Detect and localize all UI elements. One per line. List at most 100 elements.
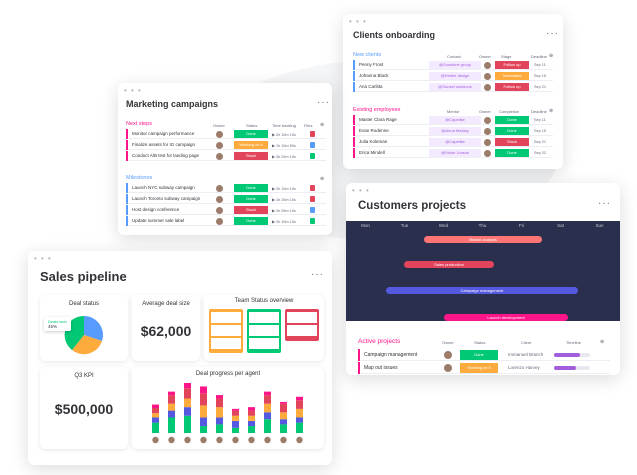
stage-pill[interactable]: Done bbox=[495, 149, 529, 157]
avatar bbox=[484, 72, 491, 80]
more-menu-icon[interactable]: ··· bbox=[546, 28, 559, 39]
bar-segment bbox=[216, 417, 223, 425]
file-icon[interactable] bbox=[310, 185, 315, 191]
day-label: Thu bbox=[478, 223, 487, 228]
add-column-icon[interactable]: ⊕ bbox=[549, 108, 554, 114]
bar-segment bbox=[296, 400, 303, 409]
table-row[interactable]: Evan Rodenne @Anna Maclay Done Sep 15 bbox=[353, 126, 553, 136]
add-column-icon[interactable]: ⊕ bbox=[549, 53, 554, 59]
table-row[interactable]: Update summer sale label Done ▶ 2h 15m 10s bbox=[126, 216, 326, 226]
group-color-bar bbox=[126, 129, 128, 139]
average-deal-widget[interactable]: Average deal size $62,000 bbox=[132, 295, 200, 361]
table-row[interactable]: Julia Koleman @Capelike Stuck Sep 21 bbox=[353, 137, 553, 147]
item-name[interactable]: Johanna Black bbox=[359, 73, 389, 78]
q3-kpi-widget[interactable]: Q3 KPI $500,000 bbox=[40, 367, 128, 449]
table-row[interactable]: Ana Carlitta @Sunset solutions Follow up Se… bbox=[353, 82, 553, 92]
status-pill[interactable]: Working on it bbox=[460, 363, 498, 373]
status-pill[interactable]: Stuck bbox=[234, 206, 268, 214]
play-icon[interactable]: ▶ bbox=[272, 133, 276, 137]
gantt-bar[interactable]: Market analysis bbox=[424, 236, 542, 243]
more-menu-icon[interactable]: ··· bbox=[598, 198, 611, 209]
gantt-bar[interactable]: Launch development bbox=[444, 314, 568, 321]
time-value: 2h 15m 10s bbox=[275, 187, 296, 191]
table-row[interactable]: Launch NYC subway campaign Done ▶ 2h 15m 1… bbox=[126, 183, 326, 193]
file-icon[interactable] bbox=[310, 196, 315, 202]
item-name[interactable]: Ana Carlitta bbox=[359, 84, 383, 89]
table-row[interactable]: Monitor campaign performance Done ▶ 2h 15m… bbox=[126, 129, 326, 139]
table-row[interactable]: Conduct A/B test for landing page Stuck ▶ … bbox=[126, 151, 326, 161]
add-column-icon[interactable]: ⊕ bbox=[320, 176, 325, 182]
contact-tag[interactable]: @Capelike bbox=[429, 138, 481, 146]
play-icon[interactable]: ▶ bbox=[272, 198, 276, 202]
group-color-bar bbox=[353, 126, 355, 136]
time-value: 1h 15m 50s bbox=[275, 144, 296, 148]
status-pill[interactable]: Stuck bbox=[234, 152, 268, 160]
table-row[interactable]: Launch Toronto subway campaign Done ▶ 1h 2… bbox=[126, 194, 326, 204]
play-icon[interactable]: ▶ bbox=[272, 187, 276, 191]
play-icon[interactable]: ▶ bbox=[272, 155, 276, 159]
file-icon[interactable] bbox=[310, 218, 315, 224]
table-row[interactable]: Finalize assets for IG campaign Working o… bbox=[126, 140, 326, 150]
item-name[interactable]: Update summer sale label bbox=[132, 218, 185, 223]
deadline-text: Sep 22 bbox=[534, 151, 547, 155]
team-status-widget[interactable]: Team Status overview bbox=[204, 295, 324, 361]
play-icon[interactable]: ▶ bbox=[272, 209, 276, 213]
status-pill[interactable]: Done bbox=[460, 350, 498, 360]
contact-tag[interactable]: @Sunshine group bbox=[429, 61, 481, 69]
table-row[interactable]: Host design conference Stuck ▶ 2h 05m 10s bbox=[126, 205, 326, 215]
item-name[interactable]: Launch NYC subway campaign bbox=[132, 185, 195, 190]
more-menu-icon[interactable]: ··· bbox=[317, 97, 330, 108]
gantt-bar[interactable]: Sales production bbox=[404, 261, 494, 268]
table-row[interactable]: Johanna Black @Herbie design Scheduled Sep … bbox=[353, 71, 553, 81]
stage-pill[interactable]: Scheduled bbox=[495, 72, 529, 80]
contact-tag[interactable]: @Victor Jurada bbox=[429, 149, 481, 157]
item-name[interactable]: Evan Rodenne bbox=[359, 128, 389, 133]
table-row[interactable]: Erica Mindell @Victor Jurada Done Sep 22 bbox=[353, 148, 553, 158]
stage-pill[interactable]: Done bbox=[495, 127, 529, 135]
add-column-icon[interactable]: ⊕ bbox=[600, 339, 605, 345]
item-name[interactable]: Campaign management bbox=[364, 352, 418, 358]
item-name[interactable]: Penny Frost bbox=[359, 62, 384, 67]
status-pill[interactable]: Done bbox=[234, 217, 268, 225]
play-icon[interactable]: ▶ bbox=[272, 144, 276, 148]
item-name[interactable]: Finalize assets for IG campaign bbox=[132, 142, 196, 147]
stage-pill[interactable]: Follow up bbox=[495, 83, 529, 91]
play-icon[interactable]: ▶ bbox=[272, 220, 276, 224]
file-icon[interactable] bbox=[310, 142, 315, 148]
status-pill[interactable]: Working on it bbox=[234, 141, 268, 149]
table-row[interactable]: Campaign management Done Immanuel Branch bbox=[358, 349, 610, 361]
stage-pill[interactable]: Done bbox=[495, 116, 529, 124]
item-name[interactable]: Launch Toronto subway campaign bbox=[132, 196, 201, 201]
item-name[interactable]: Host design conference bbox=[132, 207, 180, 212]
item-name[interactable]: Conduct A/B test for landing page bbox=[132, 153, 200, 158]
file-icon[interactable] bbox=[310, 131, 315, 137]
bar-segment bbox=[248, 420, 255, 427]
item-name[interactable]: Monitor campaign performance bbox=[132, 131, 195, 136]
add-column-icon[interactable]: ⊕ bbox=[320, 122, 325, 128]
file-icon[interactable] bbox=[310, 153, 315, 159]
contact-tag[interactable]: @Herbie design bbox=[429, 72, 481, 80]
bar-segment bbox=[280, 424, 287, 433]
gantt-bar[interactable]: Campaign management bbox=[386, 287, 578, 294]
stage-pill[interactable]: Follow up bbox=[495, 61, 529, 69]
status-pill[interactable]: Done bbox=[234, 184, 268, 192]
table-row[interactable]: Map out issues Working on it Lorenzo Harve… bbox=[358, 362, 610, 374]
deadline-text: Sep 11 bbox=[534, 63, 546, 67]
item-name[interactable]: Map out issues bbox=[364, 365, 398, 371]
contact-tag[interactable]: @Sunset solutions bbox=[429, 83, 481, 91]
deal-status-widget[interactable]: Deal status Deals won 45% bbox=[40, 295, 128, 361]
more-menu-icon[interactable]: ··· bbox=[311, 269, 324, 280]
status-pill[interactable]: Done bbox=[234, 130, 268, 138]
item-name[interactable]: Julia Koleman bbox=[359, 139, 388, 144]
stage-pill[interactable]: Stuck bbox=[495, 138, 529, 146]
table-row[interactable]: Penny Frost @Sunshine group Follow up Sep 1… bbox=[353, 60, 553, 70]
contact-tag[interactable]: @Anna Maclay bbox=[429, 127, 481, 135]
bar-segment bbox=[264, 419, 271, 433]
status-pill[interactable]: Done bbox=[234, 195, 268, 203]
item-name[interactable]: Erica Mindell bbox=[359, 150, 385, 155]
deal-progress-widget[interactable]: Deal progress per agent bbox=[132, 367, 324, 449]
file-icon[interactable] bbox=[310, 207, 315, 213]
table-row[interactable]: Master Clara Rage @Capelike Done Sep 11 bbox=[353, 115, 553, 125]
contact-tag[interactable]: @Capelike bbox=[429, 116, 481, 124]
item-name[interactable]: Master Clara Rage bbox=[359, 117, 397, 122]
